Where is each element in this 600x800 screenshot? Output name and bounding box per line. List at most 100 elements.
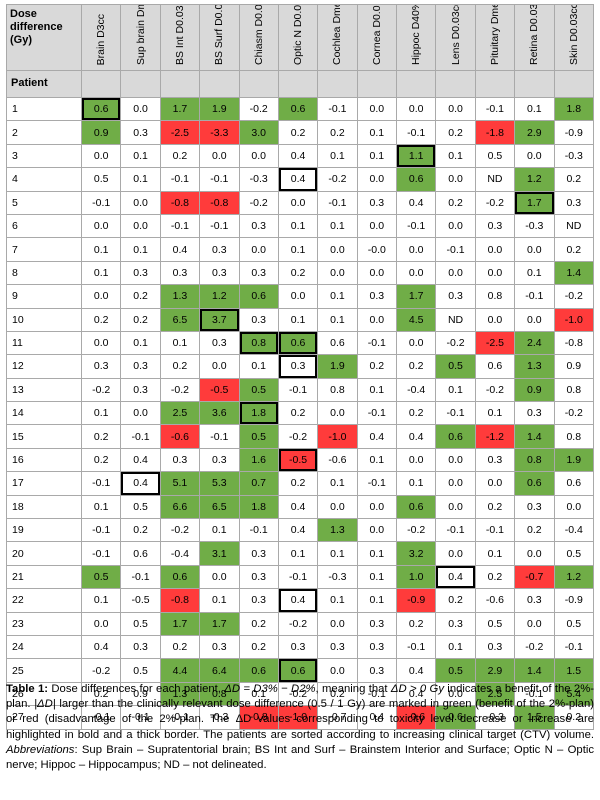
dose-cell: 0.2 — [395, 611, 437, 636]
dose-cell: -0.1 — [474, 518, 516, 543]
dose-cell: 0.6 — [474, 354, 516, 379]
dose-cell: 0.0 — [120, 190, 161, 215]
dose-cell: -0.1 — [435, 237, 476, 262]
dose-cell: -0.5 — [120, 588, 161, 613]
dose-cell: -0.1 — [159, 213, 201, 239]
dose-cell: 3.6 — [199, 401, 240, 426]
dose-cell: 1.2 — [199, 284, 240, 309]
dose-cell: -0.1 — [80, 518, 122, 543]
dose-cell: 0.1 — [317, 471, 358, 496]
dose-cell: 0.2 — [356, 354, 398, 379]
dose-cell: -0.1 — [80, 541, 122, 566]
dose-cell: -0.1 — [199, 167, 240, 192]
dose-cell: 0.3 — [435, 611, 476, 636]
dose-cell: 0.0 — [317, 260, 358, 286]
dose-cell: 0.4 — [120, 471, 161, 496]
dose-cell: -0.2 — [317, 167, 358, 192]
column-header: BS Int D0.03cc — [159, 4, 201, 71]
dose-cell: 0.1 — [514, 260, 555, 286]
patient-id: 9 — [6, 284, 82, 309]
dose-cell: 1.7 — [199, 611, 240, 636]
dose-cell: 0.8 — [238, 330, 279, 356]
table-caption: Table 1: Dose differences for each patie… — [6, 683, 595, 772]
dose-cell: 0.0 — [395, 260, 437, 286]
dose-cell: 0.1 — [317, 213, 358, 239]
caption-label: Table 1: — [6, 683, 49, 695]
dose-cell: 0.0 — [435, 96, 476, 122]
dose-cell: 0.2 — [120, 284, 161, 309]
dose-cell: 0.1 — [277, 213, 319, 239]
patient-id: 1 — [6, 96, 82, 122]
dose-cell: -0.4 — [395, 377, 437, 403]
patient-id: 7 — [6, 237, 82, 262]
dose-cell: 0.2 — [238, 634, 279, 660]
dose-cell: 1.7 — [159, 96, 201, 122]
dose-cell: 0.3 — [120, 634, 161, 660]
dose-cell: 4.5 — [395, 307, 437, 332]
dose-cell: 0.5 — [120, 658, 161, 683]
dose-cell: 0.1 — [80, 260, 122, 286]
dose-cell: -0.1 — [159, 167, 201, 192]
dose-cell: 0.0 — [199, 143, 240, 169]
dose-cell: 0.3 — [238, 588, 279, 613]
dose-cell: -0.1 — [277, 377, 319, 403]
dose-cell: 0.3 — [356, 634, 398, 660]
dose-cell: 3.0 — [238, 120, 279, 145]
abbreviations-label: Abbreviations — [6, 743, 75, 756]
dose-cell: 0.2 — [277, 471, 319, 496]
dose-cell: 0.2 — [277, 401, 319, 426]
dose-cell: 0.5 — [238, 424, 279, 449]
dose-cell: 0.0 — [435, 541, 476, 566]
dose-cell: 0.3 — [317, 634, 358, 660]
caption-equation: ΔD = D3% − D2% — [224, 683, 316, 695]
dose-cell: 0.5 — [120, 494, 161, 520]
dose-cell: -0.2 — [80, 377, 122, 403]
patient-header-row: Patient — [6, 70, 594, 98]
dose-cell: 0.3 — [199, 330, 240, 356]
dose-cell: 0.3 — [120, 377, 161, 403]
dose-cell: 0.2 — [514, 518, 555, 543]
dose-cell: 0.8 — [553, 424, 594, 449]
table-row: 18 0.1 0.5 6.6 6.5 1.8 0.4 0.0 0.0 0.6 0.0 0.2 0.3 0.… — [6, 494, 594, 520]
column-header: Pituitary Dmean — [474, 4, 516, 71]
dose-cell: 0.1 — [317, 541, 358, 566]
patient-id: 6 — [6, 213, 82, 239]
dose-cell: -0.7 — [514, 564, 555, 590]
dose-cell: -0.1 — [159, 705, 201, 730]
column-header: Retina D0.03cc — [514, 4, 555, 71]
dose-cell: 0.2 — [553, 167, 594, 192]
dose-cell: 0.2 — [395, 401, 437, 426]
dose-cell: -0.4 — [553, 518, 594, 543]
table-row: 2 0.9 0.3 -2.5 -3.3 3.0 0.2 0.2 0.1 -0.1 0.2 -1.8 2.… — [6, 120, 594, 145]
patient-id: 27 — [6, 705, 82, 730]
dose-cell: 2.4 — [514, 330, 555, 356]
dose-cell: 0.3 — [238, 541, 279, 566]
table-row: 17 -0.1 0.4 5.1 5.3 0.7 0.2 0.1 -0.1 0.1 0.0 0.0 0.6… — [6, 471, 594, 496]
dose-cell: 0.3 — [474, 634, 516, 660]
dose-cell: -0.2 — [474, 377, 516, 403]
dose-cell: 0.4 — [435, 564, 476, 590]
dose-cell: 0.3 — [238, 260, 279, 286]
dose-cell: 0.4 — [159, 237, 201, 262]
dose-cell: 0.5 — [80, 564, 122, 590]
dose-cell: 0.5 — [435, 354, 476, 379]
dose-cell: 0.3 — [435, 284, 476, 309]
patient-column-label: Patient — [6, 70, 82, 98]
table-row: 1 0.6 0.0 1.7 1.9 -0.2 0.6 -0.1 0.0 0.0 0.0 -0.1 0.1… — [6, 96, 594, 122]
dose-cell: 0.6 — [395, 494, 437, 520]
dose-cell: -0.1 — [395, 120, 437, 145]
dose-cell: 0.1 — [277, 237, 319, 262]
dose-cell: -0.1 — [199, 424, 240, 449]
dose-cell: -1.0 — [317, 424, 358, 449]
dose-cell: 0.0 — [277, 284, 319, 309]
dose-cell: 0.1 — [120, 167, 161, 192]
dose-cell: 1.1 — [395, 143, 437, 169]
dose-cell: 0.4 — [277, 518, 319, 543]
dose-cell: 1.2 — [514, 167, 555, 192]
column-header: Brain D3cc — [80, 4, 122, 71]
dose-cell: -0.8 — [238, 705, 279, 730]
dose-cell: 0.0 — [435, 494, 476, 520]
dose-cell: 0.1 — [317, 284, 358, 309]
patient-id: 8 — [6, 260, 82, 286]
dose-cell: -0.2 — [159, 518, 201, 543]
